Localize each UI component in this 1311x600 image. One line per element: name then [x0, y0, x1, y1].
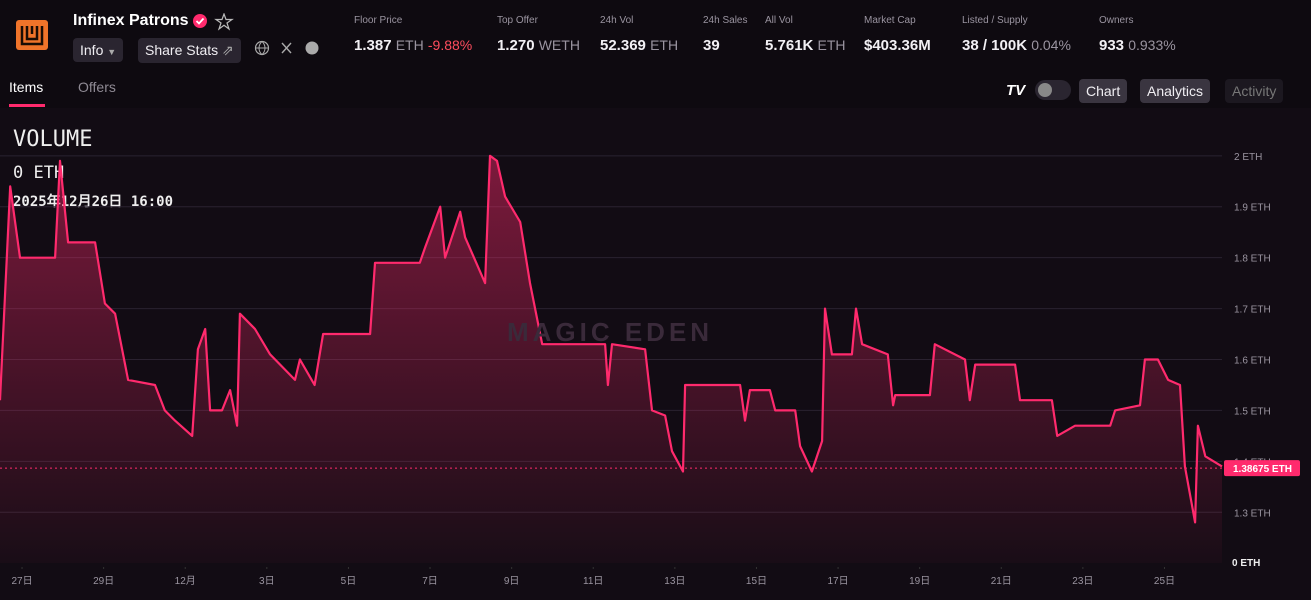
- x-tick-label: 21日: [991, 576, 1012, 587]
- collection-logo: [16, 20, 48, 50]
- button-label: Info: [80, 42, 104, 58]
- unit: 0.04%: [1031, 37, 1071, 53]
- unit: 0.933%: [1128, 37, 1176, 53]
- stat-label: Top Offer: [497, 15, 538, 26]
- last-price-box: [1224, 460, 1300, 477]
- x-tick-label: 15日: [746, 576, 767, 587]
- stat-label: 24h Vol: [600, 15, 634, 26]
- y-tick-label: 1.9 ETH: [1234, 203, 1271, 214]
- stat-label: Market Cap: [864, 15, 916, 26]
- stat-value: 933 0.933%: [1099, 37, 1176, 54]
- unit: ETH: [817, 37, 846, 53]
- stat-value: 52.369 ETH: [600, 37, 678, 54]
- value: 38 / 100K: [962, 37, 1028, 54]
- y-tick-label: 1.3 ETH: [1234, 508, 1271, 519]
- stat-value: 39: [703, 37, 720, 54]
- x-tick-label: 5日: [341, 576, 357, 587]
- active-tab-indicator: [9, 104, 45, 107]
- stat-value: 1.270 WETH: [497, 37, 580, 54]
- tradingview-logo: TV: [1006, 82, 1026, 99]
- x-tick-label: 19日: [909, 576, 930, 587]
- activity-button[interactable]: Activity: [1225, 79, 1284, 103]
- timestamp: 2025年12月26日 16:00: [13, 193, 173, 210]
- analytics-button[interactable]: Analytics: [1140, 79, 1211, 103]
- volume-value: 0 ETH: [13, 163, 64, 183]
- y-tick-label: 1.6 ETH: [1234, 356, 1271, 367]
- volume-axis-label: 0 ETH: [1232, 558, 1260, 569]
- stat-label: Listed / Supply: [962, 15, 1028, 26]
- stat-value: 38 / 100K 0.04%: [962, 37, 1071, 54]
- last-price-label: 1.38675 ETH: [1233, 464, 1292, 475]
- value: 1.387: [354, 37, 392, 54]
- stat-value: 5.761K ETH: [765, 37, 846, 54]
- stat-label: Owners: [1099, 15, 1134, 26]
- x-tick-label: 29日: [93, 576, 114, 587]
- collection-name[interactable]: Infinex Patrons: [73, 12, 189, 29]
- logo-icon: [20, 26, 44, 46]
- unit: ETH: [650, 37, 679, 53]
- value: 1.270: [497, 37, 535, 54]
- stat-value: $403.36M: [864, 37, 931, 54]
- info-button[interactable]: Info ▼: [73, 38, 124, 62]
- stat-label: Floor Price: [354, 15, 403, 26]
- x-tick-label: 3日: [259, 576, 275, 587]
- toggle[interactable]: [1035, 80, 1071, 100]
- price-line: [0, 154, 1223, 524]
- x-tick-label: 11日: [583, 576, 603, 587]
- x-tick-label: 9日: [504, 576, 520, 587]
- x-tick-label: 17日: [827, 576, 848, 587]
- price-chart: VOLUME 0 ETH 2025年12月26日 16:00 0 ETH 1.3…: [0, 108, 1311, 600]
- stat-value: 1.387 ETH -9.88%: [354, 37, 472, 54]
- social-icons[interactable]: [254, 40, 324, 58]
- button-label: Share Stats: [145, 42, 219, 58]
- x-tick-label: 13日: [664, 576, 685, 587]
- x-tick-label: 23日: [1072, 576, 1093, 587]
- value: 5.761K: [765, 37, 814, 54]
- stat-label: All Vol: [765, 15, 793, 26]
- share-stats-button[interactable]: Share Stats ⇗: [138, 38, 241, 63]
- unit: ETH: [395, 37, 424, 53]
- chart-button[interactable]: Chart: [1079, 79, 1128, 103]
- badges: [193, 13, 234, 31]
- y-tick-label: 1.8 ETH: [1234, 254, 1271, 265]
- tab-offers[interactable]: Offers: [78, 79, 116, 95]
- x-tick-label: 25日: [1154, 576, 1175, 587]
- chart-title: VOLUME: [13, 127, 92, 152]
- value: 933: [1099, 37, 1125, 54]
- x-tick-label: 12月: [175, 575, 196, 587]
- unit: WETH: [538, 37, 580, 53]
- stat-label: 24h Sales: [703, 15, 748, 26]
- x-tick-label: 7日: [422, 576, 438, 587]
- tab-items[interactable]: Items: [9, 79, 44, 95]
- x-tick-label: 27日: [11, 576, 32, 587]
- y-tick-label: 1.7 ETH: [1234, 305, 1271, 316]
- y-tick-label: 1.5 ETH: [1234, 406, 1271, 417]
- watermark: MAGIC EDEN: [507, 317, 713, 347]
- value: 52.369: [600, 37, 646, 54]
- change: -9.88%: [427, 37, 473, 53]
- y-tick-label: 2 ETH: [1234, 152, 1262, 163]
